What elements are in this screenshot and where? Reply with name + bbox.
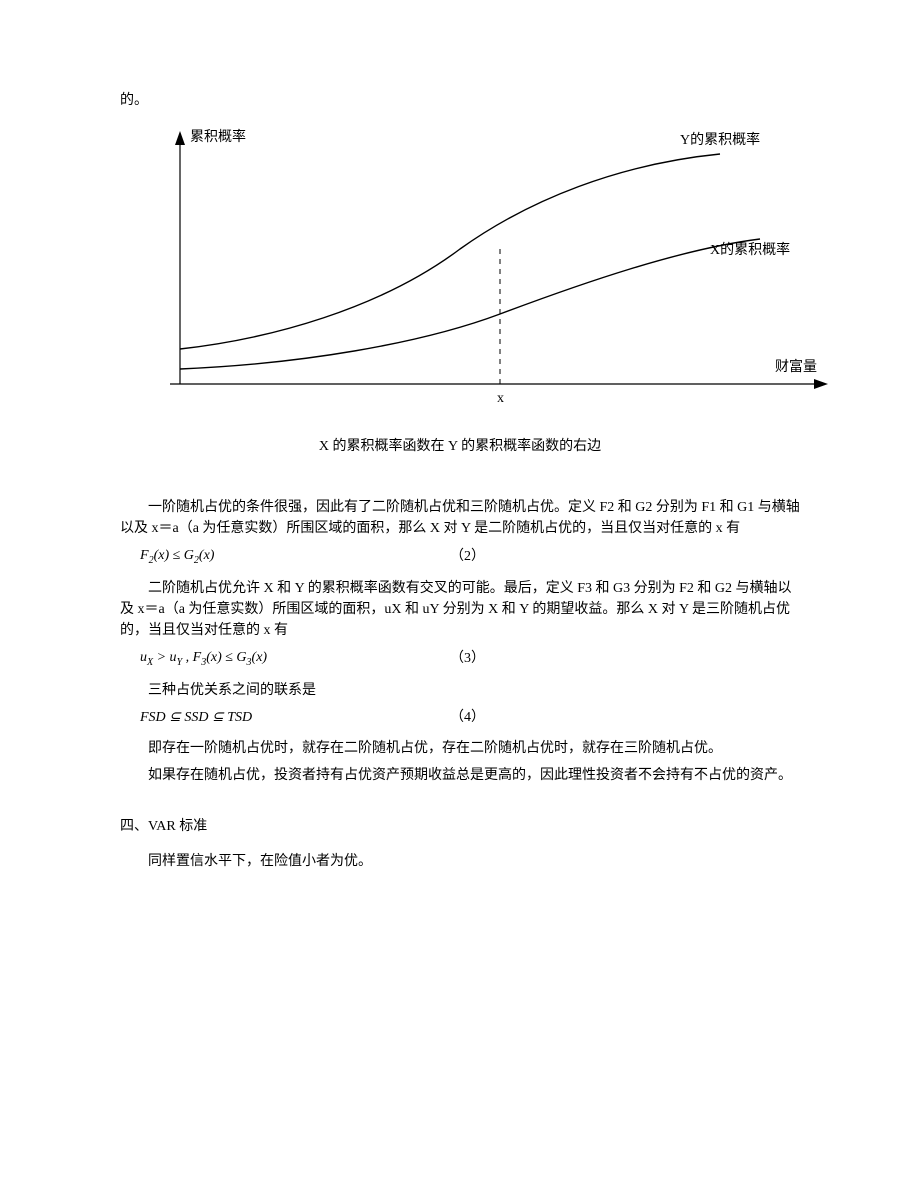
- curve-x: [180, 239, 760, 369]
- x-axis-label: 财富量: [775, 358, 817, 375]
- formula-3-num: （3）: [450, 648, 485, 669]
- chart-caption: X 的累积概率函数在 Y 的累积概率函数的右边: [120, 436, 800, 457]
- formula-4-num: （4）: [450, 707, 485, 728]
- paragraph-2: 二阶随机占优允许 X 和 Y 的累积概率函数有交叉的可能。最后，定义 F3 和 …: [120, 578, 800, 641]
- y-axis-arrow: [175, 131, 185, 145]
- section-4-body: 同样置信水平下，在险值小者为优。: [120, 851, 800, 872]
- intro-tail: 的。: [120, 90, 800, 111]
- curve-bottom-label: X的累积概率: [710, 241, 790, 258]
- x-axis-arrow: [814, 379, 828, 389]
- formula-2-num: （2）: [450, 546, 485, 567]
- x-tick-label: x: [497, 391, 504, 406]
- formula-4: FSD ⊆ SSD ⊆ TSD （4）: [140, 707, 800, 728]
- paragraph-4b: 如果存在随机占优，投资者持有占优资产预期收益总是更高的，因此理性投资者不会持有不…: [120, 765, 800, 786]
- formula-2-lhs: F2(x) ≤ G2(x): [140, 545, 300, 568]
- formula-3: uX > uY , F3(x) ≤ G3(x) （3）: [140, 647, 800, 670]
- formula-3-lhs: uX > uY , F3(x) ≤ G3(x): [140, 647, 300, 670]
- formula-4-lhs: FSD ⊆ SSD ⊆ TSD: [140, 707, 300, 728]
- cdf-chart-svg: 累积概率 财富量 Y的累积概率 X的累积概率 x: [120, 119, 840, 419]
- formula-2: F2(x) ≤ G2(x) （2）: [140, 545, 800, 568]
- section-4-head: 四、VAR 标准: [120, 816, 800, 837]
- curve-top-label: Y的累积概率: [680, 131, 760, 148]
- paragraph-1: 一阶随机占优的条件很强，因此有了二阶随机占优和三阶随机占优。定义 F2 和 G2…: [120, 497, 800, 539]
- y-axis-label: 累积概率: [190, 128, 246, 145]
- paragraph-3: 三种占优关系之间的联系是: [120, 680, 800, 701]
- cdf-chart: 累积概率 财富量 Y的累积概率 X的累积概率 x: [120, 119, 800, 426]
- curve-y: [180, 154, 720, 349]
- paragraph-4a: 即存在一阶随机占优时，就存在二阶随机占优，存在二阶随机占优时，就存在三阶随机占优…: [120, 738, 800, 759]
